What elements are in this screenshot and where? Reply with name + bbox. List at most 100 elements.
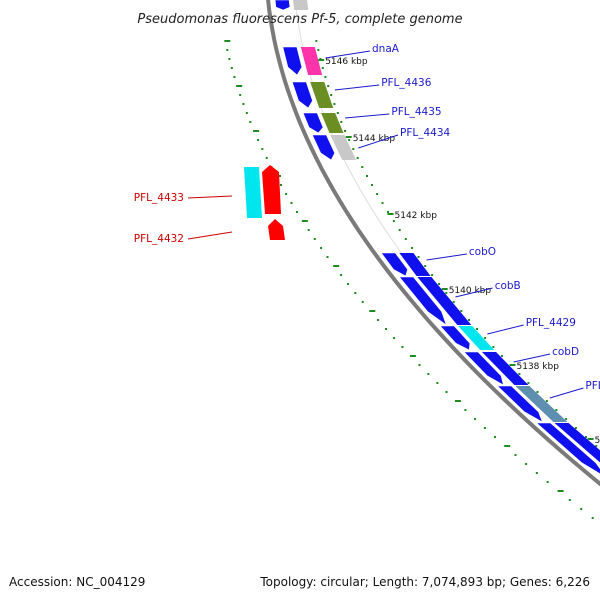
major-tick-mark bbox=[387, 213, 394, 215]
leader-line-cobb bbox=[455, 287, 493, 298]
inner-scale-tick bbox=[393, 337, 396, 339]
feature-layer bbox=[244, 0, 600, 478]
blast-hit-block-3[interactable] bbox=[321, 113, 344, 133]
gene-label-pfl-4433[interactable]: PFL_4433 bbox=[134, 192, 184, 204]
gene-label-pfl-4429[interactable]: PFL_4429 bbox=[526, 317, 576, 329]
outer-scale-tick bbox=[527, 382, 530, 384]
major-tick-mark bbox=[587, 438, 594, 440]
gene-label-cobb[interactable]: cobB bbox=[495, 280, 521, 292]
inner-scale-tick bbox=[361, 301, 364, 303]
reverse-cds-arrow-PFL-4432[interactable] bbox=[268, 219, 285, 240]
inner-scale-tick bbox=[249, 121, 252, 123]
inner-scale-tick bbox=[320, 247, 323, 249]
inner-scale-tick bbox=[265, 157, 268, 159]
forward-cds-arrow-2[interactable] bbox=[291, 81, 313, 109]
inner-scale-tick bbox=[568, 499, 571, 501]
outer-scale-tick bbox=[392, 220, 395, 222]
reverse-hit-block[interactable] bbox=[244, 167, 262, 218]
tick-label-5136-kbp: 5136 kbp bbox=[595, 436, 600, 446]
gene-label-pfl-4434[interactable]: PFL_4434 bbox=[400, 127, 451, 139]
inner-scale-tick bbox=[354, 292, 357, 294]
outer-scale-tick bbox=[321, 67, 324, 69]
tick-label-5140-kbp: 5140 kbp bbox=[449, 286, 492, 296]
outer-scale-tick bbox=[411, 247, 414, 249]
forward-cds-arrow-8[interactable] bbox=[463, 351, 504, 386]
blast-hit-block-8[interactable] bbox=[482, 352, 529, 385]
blast-hit-block-7[interactable] bbox=[458, 326, 495, 350]
outer-scale-tick bbox=[431, 274, 434, 276]
inner-scale-tick bbox=[307, 229, 310, 231]
outer-scale-tick bbox=[555, 409, 558, 411]
outer-scale-tick bbox=[317, 49, 320, 51]
outer-scale-tick bbox=[371, 184, 373, 186]
tick-label-5146-kbp: 5146 kbp bbox=[325, 57, 368, 67]
inner-scale-tick bbox=[261, 148, 264, 150]
inner-scale-tick bbox=[557, 490, 564, 492]
gene-label-cobo[interactable]: cobO bbox=[469, 246, 496, 258]
outer-scale-tick bbox=[492, 346, 495, 348]
inner-scale-tick bbox=[418, 364, 421, 366]
outer-scale-tick bbox=[500, 355, 503, 357]
inner-scale-tick bbox=[483, 427, 486, 429]
inner-scale-tick bbox=[236, 85, 243, 87]
gene-label-dnaa[interactable]: dnaA bbox=[372, 43, 400, 55]
inner-scale-tick bbox=[427, 373, 430, 375]
forward-cds-arrow-3[interactable] bbox=[302, 112, 324, 134]
inner-scale-tick bbox=[535, 472, 538, 474]
outer-scale-tick bbox=[468, 319, 471, 321]
inner-scale-tick bbox=[301, 220, 308, 222]
gene-label-cobd[interactable]: cobD bbox=[552, 346, 579, 358]
inner-scale-tick bbox=[580, 508, 583, 510]
outer-scale-tick bbox=[348, 139, 351, 141]
outer-scale-tick bbox=[404, 238, 407, 240]
inner-scale-tick bbox=[257, 139, 260, 141]
gene-label-pfl-4432[interactable]: PFL_4432 bbox=[134, 233, 184, 245]
forward-cds-arrow-0[interactable] bbox=[274, 0, 291, 11]
major-tick-mark bbox=[345, 136, 352, 138]
outer-scale-tick bbox=[438, 283, 441, 285]
inner-scale-tick bbox=[385, 328, 387, 330]
blast-hit-block-5[interactable] bbox=[399, 253, 431, 276]
forward-cds-arrow-9[interactable] bbox=[496, 385, 543, 423]
reverse-cds-arrow-PFL-4433[interactable] bbox=[262, 165, 281, 214]
inner-scale-tick bbox=[445, 391, 448, 393]
outer-scale-tick bbox=[327, 85, 330, 87]
outer-scale-tick bbox=[484, 337, 487, 339]
gene-label-pfl-4427[interactable]: PFL_4427 bbox=[585, 380, 600, 392]
leader-line-dnaa bbox=[325, 50, 371, 59]
leader-line-cobd bbox=[513, 353, 551, 363]
blast-hit-block-9[interactable] bbox=[515, 386, 568, 422]
gene-label-pfl-4435[interactable]: PFL_4435 bbox=[391, 106, 441, 118]
outer-scale-tick bbox=[324, 76, 327, 78]
major-tick-mark bbox=[318, 59, 325, 61]
outer-scale-tick bbox=[536, 391, 539, 393]
gene-label-pfl-4436[interactable]: PFL_4436 bbox=[381, 77, 432, 89]
genome-summary-text: Topology: circular; Length: 7,074,893 bp… bbox=[259, 575, 590, 589]
outer-scale-tick bbox=[315, 40, 318, 42]
blast-hit-block-1[interactable] bbox=[300, 47, 323, 75]
forward-cds-arrow-6[interactable] bbox=[398, 276, 447, 326]
outer-scale-tick bbox=[595, 445, 598, 447]
forward-cds-arrow-7[interactable] bbox=[439, 325, 471, 351]
blast-hit-block-0[interactable] bbox=[293, 0, 309, 10]
forward-cds-arrow-10[interactable] bbox=[535, 422, 600, 478]
blast-hit-block-6[interactable] bbox=[417, 277, 472, 325]
inner-scale-tick bbox=[347, 283, 350, 285]
forward-cds-arrow-1[interactable] bbox=[282, 46, 303, 76]
outer-scale-tick bbox=[344, 130, 347, 132]
blast-hit-block-4[interactable] bbox=[330, 135, 357, 160]
outer-scale-tick bbox=[387, 211, 389, 213]
outer-scale-tick bbox=[352, 148, 355, 150]
leader-line-pfl-4429 bbox=[487, 324, 524, 335]
outer-scale-tick bbox=[545, 400, 548, 402]
accession-text: Accession: NC_004129 bbox=[9, 575, 145, 589]
inner-scale-tick bbox=[296, 211, 298, 213]
inner-scale-tick bbox=[464, 409, 467, 411]
forward-cds-arrow-5[interactable] bbox=[380, 252, 408, 277]
blast-hit-block-10[interactable] bbox=[554, 423, 600, 478]
outer-scale-tick bbox=[417, 256, 420, 258]
inner-scale-tick bbox=[233, 76, 236, 78]
forward-cds-arrow-4[interactable] bbox=[311, 134, 336, 161]
blast-hit-block-2[interactable] bbox=[310, 82, 334, 108]
